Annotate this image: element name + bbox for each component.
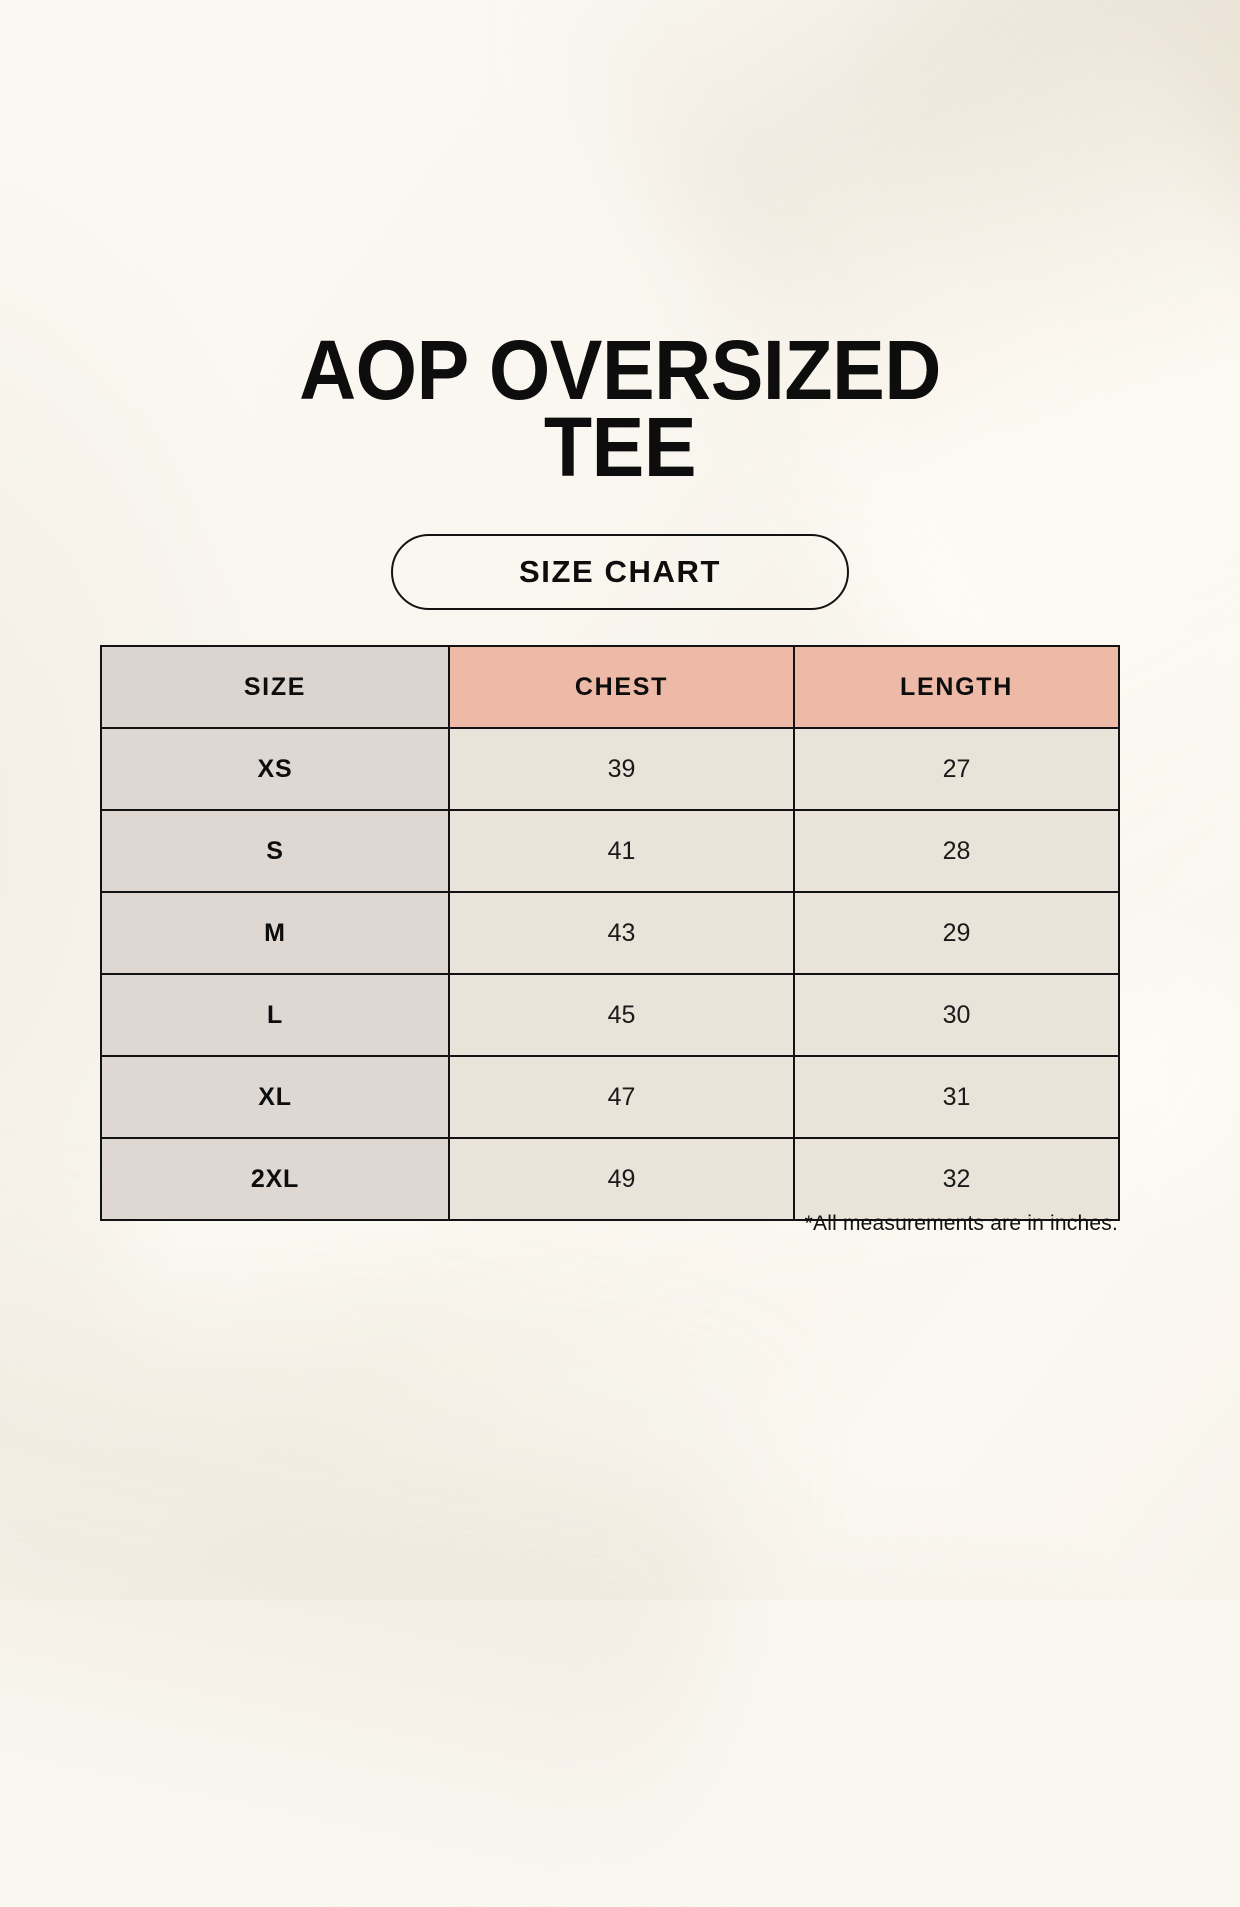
cell-chest: 49 — [448, 1137, 795, 1221]
cell-chest: 47 — [448, 1055, 795, 1139]
column-header-chest: CHEST — [448, 645, 795, 729]
cell-size: 2XL — [100, 1137, 450, 1221]
cell-chest: 41 — [448, 809, 795, 893]
size-table-header: SIZE CHEST LENGTH — [100, 645, 1120, 729]
table-row: 2XL 49 32 — [100, 1137, 1120, 1221]
cell-size: XS — [100, 727, 450, 811]
size-chart-badge-wrap: SIZE CHART — [0, 534, 1240, 610]
table-row: S 41 28 — [100, 809, 1120, 893]
title-block: AOP OVERSIZED TEE — [0, 323, 1240, 495]
table-row: XL 47 31 — [100, 1055, 1120, 1139]
table-row: XS 39 27 — [100, 727, 1120, 811]
measurement-unit-note: *All measurements are in inches. — [804, 1212, 1118, 1235]
table-row: L 45 30 — [100, 973, 1120, 1057]
column-header-size: SIZE — [100, 645, 450, 729]
page-title: AOP OVERSIZED TEE — [299, 323, 941, 495]
cell-size: M — [100, 891, 450, 975]
cell-length: 30 — [793, 973, 1120, 1057]
cell-chest: 45 — [448, 973, 795, 1057]
column-header-length: LENGTH — [793, 645, 1120, 729]
cell-length: 31 — [793, 1055, 1120, 1139]
cell-length: 27 — [793, 727, 1120, 811]
cell-chest: 43 — [448, 891, 795, 975]
table-header-row: SIZE CHEST LENGTH — [100, 645, 1120, 729]
cell-size: L — [100, 973, 450, 1057]
size-table-wrap: SIZE CHEST LENGTH XS 39 27 S 41 28 M — [100, 645, 1120, 1221]
cell-length: 29 — [793, 891, 1120, 975]
cell-size: S — [100, 809, 450, 893]
table-row: M 43 29 — [100, 891, 1120, 975]
cell-size: XL — [100, 1055, 450, 1139]
cell-length: 32 — [793, 1137, 1120, 1221]
cell-length: 28 — [793, 809, 1120, 893]
size-table: SIZE CHEST LENGTH XS 39 27 S 41 28 M — [100, 645, 1120, 1221]
size-chart-badge: SIZE CHART — [391, 534, 849, 610]
cell-chest: 39 — [448, 727, 795, 811]
size-table-body: XS 39 27 S 41 28 M 43 29 L 45 30 — [100, 727, 1120, 1221]
size-chart-page: AOP OVERSIZED TEE SIZE CHART SIZE CHEST … — [0, 323, 1240, 1235]
